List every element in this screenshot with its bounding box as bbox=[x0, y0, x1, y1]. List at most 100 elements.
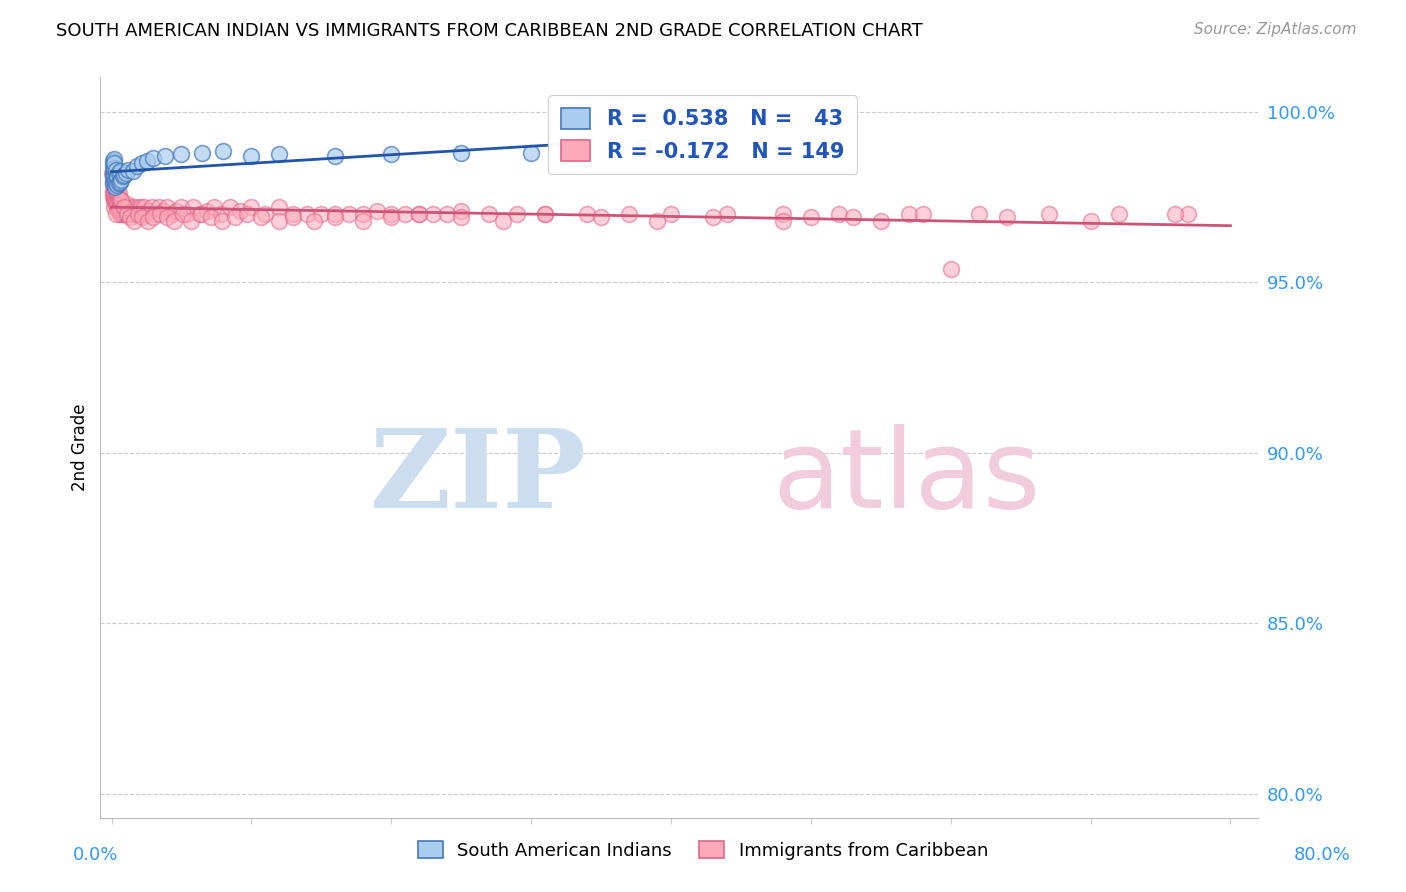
Point bbox=[107, 166, 129, 180]
Point bbox=[112, 207, 135, 221]
Point bbox=[141, 200, 163, 214]
Point bbox=[576, 207, 599, 221]
Point bbox=[659, 207, 682, 221]
Point bbox=[191, 145, 214, 160]
Text: atlas: atlas bbox=[772, 424, 1040, 531]
Point bbox=[250, 211, 273, 225]
Point bbox=[1080, 213, 1102, 227]
Point bbox=[170, 147, 193, 161]
Point bbox=[269, 200, 291, 214]
Point bbox=[135, 207, 157, 221]
Point bbox=[103, 153, 125, 167]
Point bbox=[107, 190, 129, 204]
Point bbox=[105, 169, 128, 184]
Point bbox=[492, 213, 515, 227]
Point bbox=[283, 207, 305, 221]
Point bbox=[911, 207, 934, 221]
Point bbox=[114, 200, 136, 214]
Point bbox=[506, 207, 529, 221]
Point bbox=[352, 207, 374, 221]
Point bbox=[617, 207, 640, 221]
Point bbox=[200, 211, 222, 225]
Point bbox=[209, 207, 232, 221]
Point bbox=[897, 207, 920, 221]
Point bbox=[125, 203, 148, 218]
Point bbox=[323, 211, 346, 225]
Point bbox=[107, 194, 129, 208]
Point bbox=[103, 161, 125, 175]
Point bbox=[104, 207, 127, 221]
Point bbox=[105, 190, 128, 204]
Point bbox=[240, 149, 263, 163]
Point bbox=[103, 194, 125, 208]
Point bbox=[117, 200, 139, 214]
Point bbox=[103, 179, 125, 194]
Point bbox=[995, 211, 1018, 225]
Point bbox=[869, 213, 891, 227]
Point bbox=[211, 213, 233, 227]
Point bbox=[103, 176, 125, 190]
Point bbox=[269, 147, 291, 161]
Point bbox=[107, 203, 129, 218]
Point bbox=[148, 200, 170, 214]
Point bbox=[108, 207, 131, 221]
Point bbox=[422, 207, 444, 221]
Point bbox=[939, 261, 962, 276]
Point bbox=[219, 200, 242, 214]
Point bbox=[103, 190, 125, 204]
Point bbox=[283, 211, 305, 225]
Point bbox=[110, 203, 132, 218]
Point bbox=[772, 213, 794, 227]
Point bbox=[478, 207, 501, 221]
Point bbox=[229, 203, 252, 218]
Point bbox=[1163, 207, 1185, 221]
Point bbox=[1177, 207, 1199, 221]
Point bbox=[138, 203, 160, 218]
Point bbox=[104, 179, 127, 194]
Point bbox=[103, 169, 125, 184]
Point bbox=[156, 211, 179, 225]
Point bbox=[160, 207, 183, 221]
Point bbox=[181, 200, 204, 214]
Point bbox=[534, 207, 557, 221]
Point bbox=[108, 174, 131, 188]
Point bbox=[125, 159, 148, 173]
Point bbox=[967, 207, 990, 221]
Point bbox=[450, 211, 472, 225]
Point bbox=[131, 155, 153, 169]
Point bbox=[366, 203, 388, 218]
Point bbox=[103, 183, 125, 197]
Text: 80.0%: 80.0% bbox=[1294, 846, 1350, 863]
Point bbox=[170, 200, 193, 214]
Point bbox=[108, 164, 131, 178]
Legend: South American Indians, Immigrants from Caribbean: South American Indians, Immigrants from … bbox=[411, 834, 995, 867]
Point bbox=[101, 154, 124, 169]
Point bbox=[127, 200, 149, 214]
Point bbox=[323, 207, 346, 221]
Point bbox=[772, 207, 794, 221]
Point bbox=[311, 207, 333, 221]
Point bbox=[236, 207, 259, 221]
Point bbox=[121, 164, 143, 178]
Point bbox=[436, 207, 458, 221]
Point bbox=[408, 207, 430, 221]
Point bbox=[352, 213, 374, 227]
Point bbox=[645, 213, 668, 227]
Point bbox=[152, 203, 174, 218]
Point bbox=[135, 154, 157, 169]
Text: Source: ZipAtlas.com: Source: ZipAtlas.com bbox=[1194, 22, 1357, 37]
Point bbox=[143, 207, 166, 221]
Point bbox=[105, 178, 128, 192]
Point bbox=[240, 200, 263, 214]
Point bbox=[254, 207, 277, 221]
Point bbox=[104, 173, 127, 187]
Point bbox=[212, 144, 235, 158]
Point bbox=[110, 194, 132, 208]
Point bbox=[1108, 207, 1130, 221]
Point bbox=[101, 173, 124, 187]
Text: SOUTH AMERICAN INDIAN VS IMMIGRANTS FROM CARIBBEAN 2ND GRADE CORRELATION CHART: SOUTH AMERICAN INDIAN VS IMMIGRANTS FROM… bbox=[56, 22, 922, 40]
Point bbox=[103, 168, 125, 182]
Point bbox=[337, 207, 360, 221]
Point bbox=[101, 166, 124, 180]
Point bbox=[108, 203, 131, 218]
